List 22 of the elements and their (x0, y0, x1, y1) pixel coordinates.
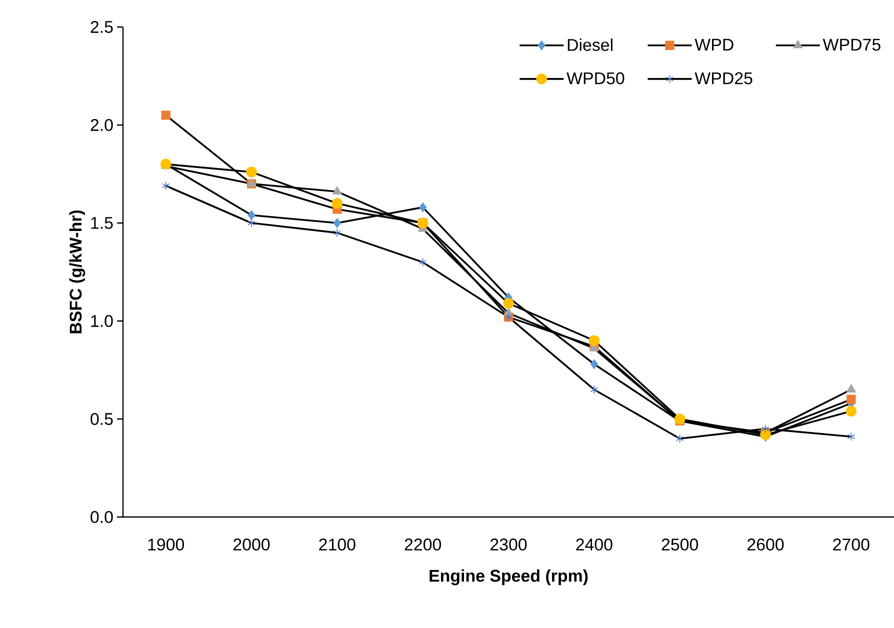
y-tick-label: 1.5 (91, 217, 113, 229)
x-tick-label: 2000 (234, 538, 270, 551)
legend-label: WPD (694, 38, 734, 50)
legend-label: Diesel (568, 38, 612, 51)
x-tick-label: 2600 (748, 538, 784, 551)
y-tick-label: 0.0 (90, 511, 113, 523)
x-tick-label: 1900 (148, 538, 184, 551)
x-tick-label: 2700 (833, 538, 870, 551)
x-tick-label: 2500 (662, 538, 698, 551)
legend-label: WPD75 (822, 38, 880, 51)
y-tick-label: 2.0 (90, 119, 113, 131)
legend-label: WPD25 (694, 72, 752, 84)
y-tick-label: 1.0 (91, 315, 113, 327)
x-axis-title: Engine Speed (rpm) (430, 569, 588, 586)
legend-label: WPD50 (566, 72, 624, 84)
y-tick-label: 2.5 (90, 20, 113, 33)
x-tick-label: 2100 (319, 538, 356, 551)
y-tick-label: 0.5 (90, 413, 113, 425)
y-axis-title: BSFC (g/kW-hr) (69, 210, 86, 334)
x-tick-label: 2400 (576, 538, 612, 551)
x-tick-label: 2300 (490, 538, 527, 551)
x-tick-label: 2200 (404, 538, 442, 551)
